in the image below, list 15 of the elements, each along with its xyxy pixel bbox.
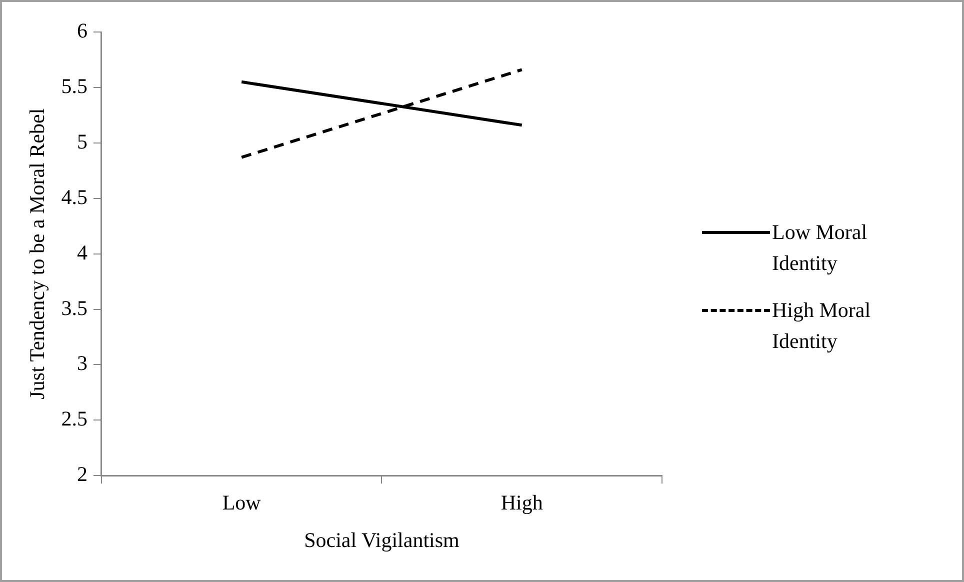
- legend-label: High Moral Identity: [772, 297, 872, 355]
- y-tick-label: 3.5: [61, 296, 88, 320]
- y-tick-label: 2.5: [61, 406, 88, 431]
- legend-label: Low Moral Identity: [772, 219, 868, 277]
- y-axis-title: Just Tendency to be a Moral Rebel: [25, 108, 50, 400]
- y-tick-label: 2: [76, 462, 88, 486]
- y-tick-label: 3: [76, 351, 88, 376]
- y-tick-label: 5: [76, 129, 88, 154]
- y-tick-label: 4.5: [61, 184, 88, 209]
- x-tick-label: Low: [222, 490, 262, 515]
- y-tick-label: 4: [76, 240, 88, 264]
- y-tick-label: 6: [76, 18, 88, 43]
- x-axis-title: Social Vigilantism: [304, 528, 460, 552]
- x-tick-label: High: [500, 490, 544, 515]
- y-tick-label: 5.5: [61, 74, 88, 98]
